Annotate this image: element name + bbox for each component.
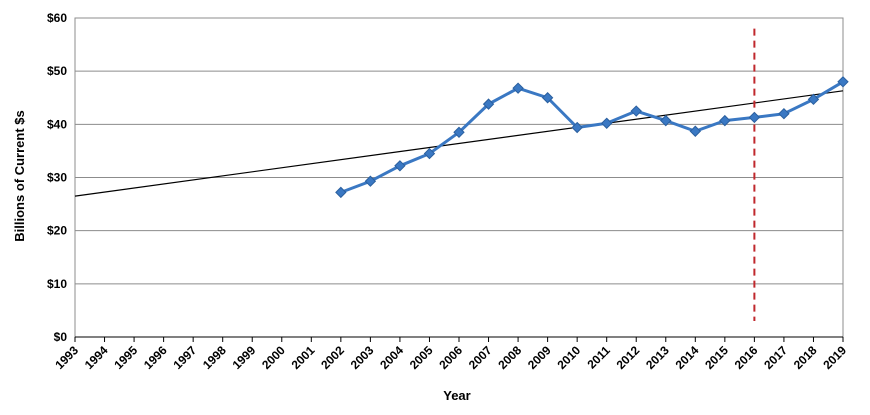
x-tick-label: 2004 [377,343,406,372]
x-tick-label: 2017 [761,343,790,372]
data-point-marker [482,98,495,110]
y-axis-title: Billions of Current $s [12,110,27,241]
trendline-layer [74,90,844,197]
y-tick-label: $50 [47,64,67,78]
data-point-marker [807,93,820,106]
x-tick-label: 2013 [643,343,672,372]
x-tick-label: 2016 [732,343,761,372]
x-tick-label: 2005 [407,343,436,372]
y-axis-ticks: $0 $10 $20 $30 $40 $50 $60 [47,11,67,344]
data-point-marker [394,160,406,172]
x-tick-label: 1994 [82,343,111,372]
x-tick-label: 2001 [289,343,318,372]
x-tick-label: 2018 [791,343,820,372]
x-tick-label: 2000 [259,343,288,372]
data-point-marker [778,107,790,120]
data-point-marker [512,82,524,94]
x-tick-label: 1995 [111,343,140,372]
y-tick-label: $60 [47,11,67,25]
data-point-marker [600,117,613,129]
gridlines [75,17,843,285]
y-tick-label: $30 [47,171,67,185]
data-point-marker [541,92,554,104]
x-tick-label: 2015 [702,343,731,372]
x-tick-label: 2010 [554,343,583,372]
x-tick-label: 2011 [584,343,613,372]
data-point-marker [335,186,347,199]
x-tick-label: 2003 [348,343,377,372]
x-axis-ticks: 1993 1994 1995 1996 1997 1998 1999 2000 2001 2002… [52,337,849,372]
data-point-marker [660,114,672,127]
x-tick-label: 2006 [436,343,465,372]
data-point-marker [364,175,377,187]
x-tick-label: 1997 [170,343,199,372]
x-tick-label: 1996 [141,343,170,372]
data-point-marker [571,121,583,134]
x-axis-title: Year [443,388,470,403]
x-tick-label: 2007 [466,343,495,372]
data-point-marker [423,147,436,160]
x-tick-label: 2019 [820,343,849,372]
x-tick-label: 1993 [52,343,81,372]
x-tick-label: 1998 [200,343,229,372]
data-point-marker [719,114,731,127]
x-tick-label: 1999 [230,343,259,372]
x-tick-label: 2008 [495,343,524,372]
data-point-marker [630,105,642,117]
trendline [74,90,844,197]
series-line [340,80,844,194]
y-tick-label: $10 [47,277,67,291]
x-tick-label: 2014 [673,343,702,372]
y-tick-label: $40 [47,117,67,131]
series-layer [335,76,849,199]
y-tick-label: $0 [54,330,68,344]
x-tick-label: 2009 [525,343,554,372]
data-point-marker [453,126,465,139]
data-point-marker [748,111,761,124]
x-tick-label: 2002 [318,343,347,372]
x-tick-label: 2012 [614,343,643,372]
y-tick-label: $20 [47,224,67,238]
data-point-marker [837,76,849,88]
data-point-marker [689,125,702,137]
